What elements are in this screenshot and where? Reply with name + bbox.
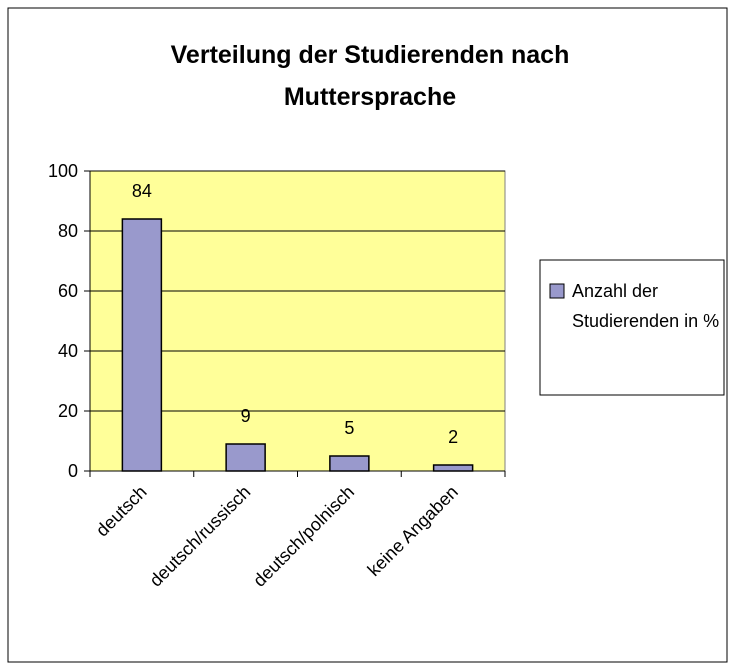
y-tick-label: 60 xyxy=(58,281,78,301)
data-label: 5 xyxy=(344,418,354,438)
data-label: 9 xyxy=(241,406,251,426)
data-label: 84 xyxy=(132,181,152,201)
y-tick-label: 0 xyxy=(68,461,78,481)
chart-title: Verteilung der Studierenden nach Mutters… xyxy=(170,41,570,111)
y-tick-label: 80 xyxy=(58,221,78,241)
legend-box xyxy=(539,259,725,396)
y-tick-label: 20 xyxy=(58,401,78,421)
bar xyxy=(432,464,474,472)
data-label: 2 xyxy=(448,427,458,447)
legend-swatch xyxy=(549,283,565,299)
y-tick-label: 100 xyxy=(48,161,78,181)
bar xyxy=(225,443,266,472)
y-tick-label: 40 xyxy=(58,341,78,361)
bar xyxy=(121,218,163,472)
bar xyxy=(329,455,370,472)
legend-label: Anzahl der Studierenden in % xyxy=(572,281,720,331)
